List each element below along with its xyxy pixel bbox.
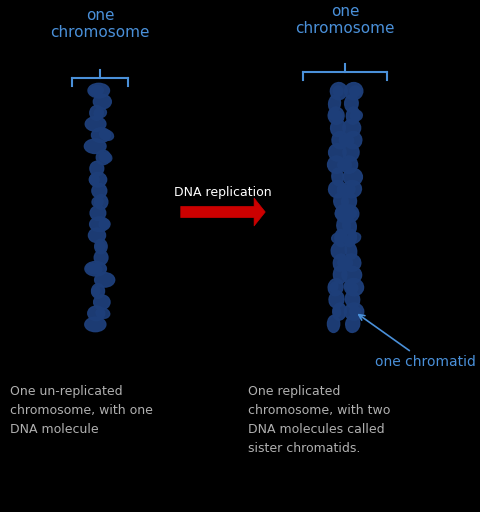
Text: DNA replication: DNA replication: [174, 186, 271, 199]
Ellipse shape: [344, 282, 357, 293]
Ellipse shape: [327, 107, 343, 124]
Ellipse shape: [327, 315, 339, 332]
Ellipse shape: [92, 286, 100, 296]
Ellipse shape: [341, 266, 361, 284]
Ellipse shape: [89, 173, 107, 187]
Ellipse shape: [99, 130, 113, 140]
Ellipse shape: [332, 307, 340, 317]
Ellipse shape: [332, 303, 346, 320]
Ellipse shape: [328, 95, 340, 112]
Ellipse shape: [343, 168, 361, 185]
Ellipse shape: [89, 217, 109, 231]
Ellipse shape: [346, 232, 360, 244]
Ellipse shape: [336, 184, 345, 194]
Ellipse shape: [344, 303, 363, 320]
Ellipse shape: [338, 258, 352, 268]
Ellipse shape: [335, 208, 346, 219]
Ellipse shape: [349, 306, 360, 317]
Ellipse shape: [344, 95, 358, 112]
Ellipse shape: [99, 152, 111, 162]
Ellipse shape: [96, 242, 105, 251]
Ellipse shape: [84, 317, 106, 332]
Ellipse shape: [93, 95, 111, 109]
Ellipse shape: [96, 150, 110, 165]
Ellipse shape: [94, 250, 108, 265]
Ellipse shape: [346, 107, 359, 124]
Text: one chromatid: one chromatid: [358, 315, 475, 369]
Ellipse shape: [336, 218, 349, 234]
Ellipse shape: [328, 181, 346, 198]
Ellipse shape: [335, 205, 350, 222]
Ellipse shape: [87, 306, 105, 321]
Ellipse shape: [339, 156, 357, 173]
Ellipse shape: [330, 82, 347, 100]
Ellipse shape: [90, 86, 103, 96]
Text: One replicated
chromosome, with two
DNA molecules called
sister chromatids.: One replicated chromosome, with two DNA …: [248, 385, 390, 455]
Ellipse shape: [99, 219, 110, 229]
Ellipse shape: [85, 262, 106, 276]
Text: one
chromosome: one chromosome: [50, 8, 149, 40]
Ellipse shape: [88, 228, 105, 243]
Ellipse shape: [84, 139, 106, 154]
Ellipse shape: [328, 291, 343, 308]
Ellipse shape: [337, 258, 350, 268]
Ellipse shape: [95, 239, 107, 254]
Ellipse shape: [344, 82, 362, 100]
Ellipse shape: [339, 135, 353, 145]
Ellipse shape: [327, 156, 345, 173]
Ellipse shape: [334, 229, 346, 247]
Ellipse shape: [90, 105, 103, 120]
Ellipse shape: [350, 111, 361, 121]
Ellipse shape: [331, 168, 343, 185]
Ellipse shape: [349, 86, 360, 96]
Ellipse shape: [96, 308, 109, 318]
Ellipse shape: [94, 295, 110, 309]
Ellipse shape: [342, 218, 356, 234]
Ellipse shape: [344, 132, 361, 148]
Ellipse shape: [91, 128, 110, 142]
Ellipse shape: [90, 206, 106, 220]
Text: One un-replicated
chromosome, with one
DNA molecule: One un-replicated chromosome, with one D…: [10, 385, 153, 436]
Ellipse shape: [342, 254, 360, 271]
Ellipse shape: [90, 161, 104, 176]
Ellipse shape: [89, 175, 99, 185]
Ellipse shape: [345, 315, 359, 332]
Text: one
chromosome: one chromosome: [295, 4, 394, 36]
Ellipse shape: [94, 108, 106, 118]
Ellipse shape: [331, 132, 348, 148]
Ellipse shape: [342, 119, 360, 137]
Ellipse shape: [86, 264, 102, 274]
Ellipse shape: [345, 242, 356, 259]
Ellipse shape: [331, 242, 346, 259]
Ellipse shape: [94, 195, 108, 209]
Ellipse shape: [333, 266, 346, 284]
Ellipse shape: [327, 279, 342, 295]
Ellipse shape: [330, 119, 345, 136]
Ellipse shape: [344, 279, 363, 296]
Ellipse shape: [91, 284, 104, 298]
Ellipse shape: [328, 144, 345, 161]
Ellipse shape: [88, 83, 109, 98]
Ellipse shape: [92, 184, 107, 198]
Ellipse shape: [340, 205, 358, 222]
Ellipse shape: [342, 208, 356, 219]
Ellipse shape: [345, 291, 359, 308]
Ellipse shape: [95, 273, 114, 287]
Ellipse shape: [338, 135, 348, 145]
Ellipse shape: [85, 117, 106, 131]
Ellipse shape: [342, 181, 360, 198]
Ellipse shape: [329, 282, 337, 292]
Ellipse shape: [92, 197, 103, 207]
Ellipse shape: [337, 159, 349, 170]
Ellipse shape: [331, 233, 345, 243]
Ellipse shape: [341, 193, 356, 210]
Ellipse shape: [333, 254, 347, 271]
Ellipse shape: [345, 184, 354, 194]
Ellipse shape: [333, 193, 348, 210]
Ellipse shape: [342, 144, 359, 161]
Ellipse shape: [343, 159, 350, 170]
Ellipse shape: [333, 86, 342, 96]
Ellipse shape: [344, 230, 356, 247]
Ellipse shape: [328, 111, 342, 121]
